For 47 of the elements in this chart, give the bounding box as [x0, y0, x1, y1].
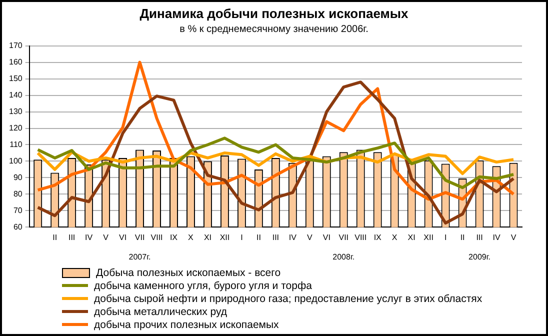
x-tick-label: XI — [408, 233, 416, 242]
legend-label: добыча каменного угля, бурого угля и торфа — [94, 280, 312, 292]
x-tick-label: XII — [220, 233, 230, 242]
x-tick-label: III — [68, 233, 76, 242]
x-tick-label: V — [510, 233, 517, 242]
x-tick-label: IV — [492, 233, 501, 242]
x-tick-label: I — [444, 233, 447, 242]
x-tick-label: III — [272, 233, 280, 242]
x-tick-label: V — [103, 233, 110, 242]
y-tick-label: 60 — [13, 222, 23, 232]
y-tick-label: 130 — [8, 106, 23, 116]
legend-label: добыча металлических руд — [94, 306, 228, 318]
x-tick-label: II — [460, 233, 465, 242]
y-tick-label: 80 — [13, 189, 23, 198]
y-tick-label: 150 — [8, 74, 23, 83]
category-label: VII 2008г. — [332, 233, 355, 262]
x-tick-label: XI — [204, 233, 212, 242]
x-tick-label: IX — [170, 233, 178, 242]
x-tick-label: II — [256, 233, 261, 242]
y-tick-label: 100 — [8, 156, 23, 166]
legend-label: добыча сырой нефти и природного газа; предоставление услуг в этих областях — [94, 292, 482, 304]
chart-title: Динамика добычи полезных ископаемых — [138, 6, 410, 21]
x-tick-label: VI — [322, 233, 330, 242]
y-tick-label: 90 — [13, 172, 23, 182]
category-label: III 2009г. — [468, 233, 491, 262]
x-tick-label: V — [306, 233, 313, 242]
y-tick-label: 70 — [13, 206, 23, 215]
x-tick-label: XII — [424, 233, 434, 242]
y-tick-label: 110 — [10, 140, 23, 149]
x-tick-label: VIII — [150, 233, 163, 242]
x-tick-label: X — [392, 233, 398, 242]
y-tick-label: 170 — [8, 41, 23, 50]
x-tick-label: IV — [85, 233, 94, 242]
y-tick-label: 160 — [8, 57, 23, 66]
y-tick-label: 140 — [8, 90, 23, 100]
x-tick-label: X — [188, 233, 194, 242]
x-tick-label: VIII — [354, 233, 367, 242]
x-tick-label: II — [52, 233, 58, 242]
legend-label: Добыча полезных ископаемых - всего — [96, 266, 281, 278]
x-tick-label: VI — [119, 233, 127, 242]
chart-subtitle: в % к среднемесячному значению 2006г. — [178, 24, 370, 35]
x-tick-label: I — [240, 233, 243, 242]
y-tick-label: 120 — [8, 123, 23, 132]
category-label: VII 2007г. — [128, 233, 151, 262]
legend-label: добыча прочих полезных ископаемых — [94, 318, 279, 330]
x-tick-label: IV — [288, 233, 298, 242]
x-tick-label: IX — [374, 233, 382, 242]
